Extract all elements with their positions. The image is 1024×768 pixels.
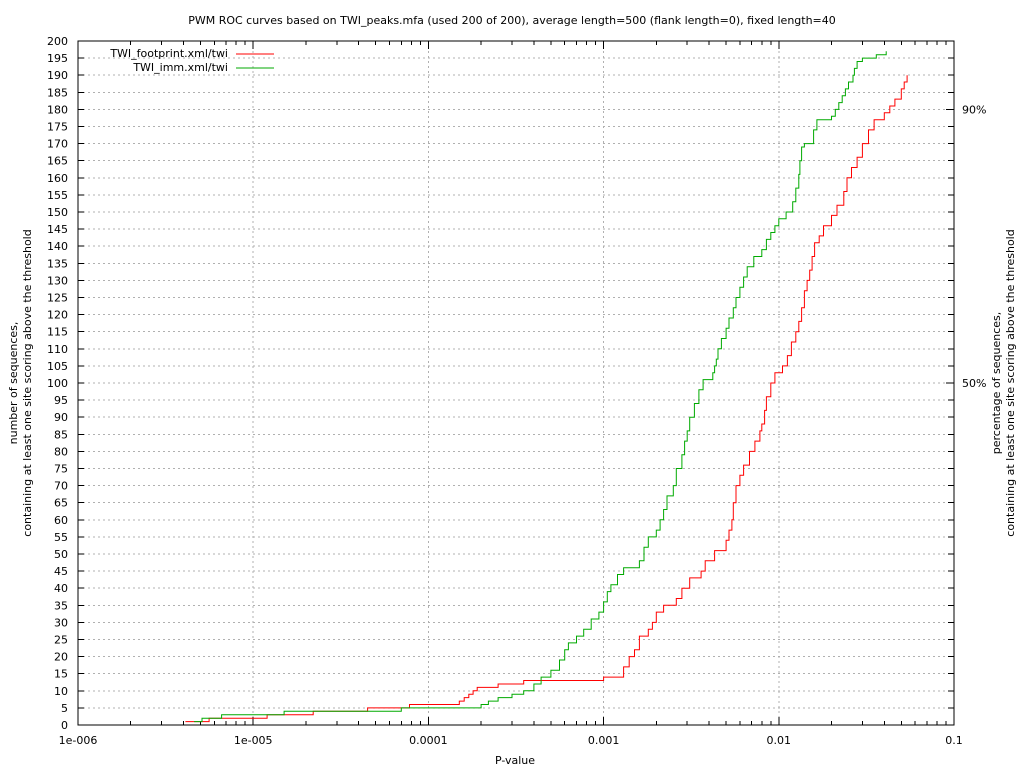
y-tick-label: 155 <box>47 189 68 202</box>
y-tick-label: 150 <box>47 206 68 219</box>
y-tick-label: 200 <box>47 35 68 48</box>
y2-tick-label: 50% <box>962 377 986 390</box>
y-tick-label: 20 <box>54 651 68 664</box>
y-tick-label: 140 <box>47 240 68 253</box>
y2-axis-ticks: 50% 90% <box>946 103 986 390</box>
y-axis-label: number of sequences, containing at least… <box>7 229 34 536</box>
y-tick-label: 80 <box>54 445 68 458</box>
y-tick-label: 195 <box>47 52 68 65</box>
y-axis-label-line2: containing at least one site scoring abo… <box>21 229 34 536</box>
y-tick-label: 10 <box>54 685 68 698</box>
series-line-footprint <box>185 75 908 723</box>
y-tick-label: 35 <box>54 599 68 612</box>
y-tick-label: 70 <box>54 480 68 493</box>
y-tick-label: 95 <box>54 394 68 407</box>
x-tick-label: 1e-006 <box>59 734 98 747</box>
series-lines <box>185 51 908 723</box>
x-tick-label: 0.1 <box>945 734 963 747</box>
x-tick-label: 1e-005 <box>234 734 273 747</box>
y2-axis-label-line1: percentage of sequences, <box>990 312 1003 454</box>
y-tick-label: 120 <box>47 309 68 322</box>
y-tick-label: 90 <box>54 411 68 424</box>
y-tick-label: 15 <box>54 668 68 681</box>
y-tick-label: 30 <box>54 616 68 629</box>
y-tick-label: 25 <box>54 634 68 647</box>
y-tick-label: 145 <box>47 223 68 236</box>
y-tick-label: 5 <box>61 702 68 715</box>
y-tick-label: 100 <box>47 377 68 390</box>
x-tick-label: 0.01 <box>767 734 792 747</box>
y-tick-label: 130 <box>47 274 68 287</box>
y-tick-label: 0 <box>61 719 68 732</box>
y-tick-label: 170 <box>47 138 68 151</box>
series-line-imm <box>194 51 887 723</box>
plot-frame <box>77 40 955 726</box>
x-axis-ticks: 1e-006 1e-005 0.0001 0.001 0.01 0.1 <box>59 41 963 747</box>
legend-label-imm: TWI_imm.xml/twi <box>132 61 228 74</box>
x-axis-label: P-value <box>495 754 535 767</box>
y-tick-label: 125 <box>47 292 68 305</box>
y-tick-label: 160 <box>47 172 68 185</box>
x-tick-label: 0.001 <box>588 734 620 747</box>
y-tick-label: 55 <box>54 531 68 544</box>
y2-tick-label: 90% <box>962 103 986 116</box>
grid-lines <box>78 41 954 725</box>
y-tick-label: 190 <box>47 69 68 82</box>
y-tick-label: 85 <box>54 428 68 441</box>
y-tick-label: 50 <box>54 548 68 561</box>
x-tick-label: 0.0001 <box>409 734 448 747</box>
y-tick-label: 165 <box>47 155 68 168</box>
y-tick-label: 60 <box>54 514 68 527</box>
y-tick-label: 115 <box>47 326 68 339</box>
y2-axis-label-line2: containing at least one site scoring abo… <box>1004 229 1017 536</box>
y2-axis-label: percentage of sequences, containing at l… <box>990 229 1017 536</box>
legend-label-footprint: TWI_footprint.xml/twi <box>109 47 228 60</box>
y-tick-label: 45 <box>54 565 68 578</box>
y-tick-label: 110 <box>47 343 68 356</box>
y-tick-label: 180 <box>47 103 68 116</box>
y-tick-label: 65 <box>54 497 68 510</box>
chart-title: PWM ROC curves based on TWI_peaks.mfa (u… <box>188 14 836 27</box>
y-tick-label: 175 <box>47 121 68 134</box>
y-axis-label-line1: number of sequences, <box>7 322 20 445</box>
y-tick-label: 135 <box>47 257 68 270</box>
y-tick-label: 40 <box>54 582 68 595</box>
y-tick-label: 185 <box>47 86 68 99</box>
legend: TWI_footprint.xml/twi TWI_imm.xml/twi <box>109 47 274 74</box>
y-tick-label: 75 <box>54 463 68 476</box>
y-axis-ticks: 0 5 10 15 20 25 30 35 40 45 50 55 60 65 70 75 80 85 90 95 10… <box>47 35 954 732</box>
y-tick-label: 105 <box>47 360 68 373</box>
